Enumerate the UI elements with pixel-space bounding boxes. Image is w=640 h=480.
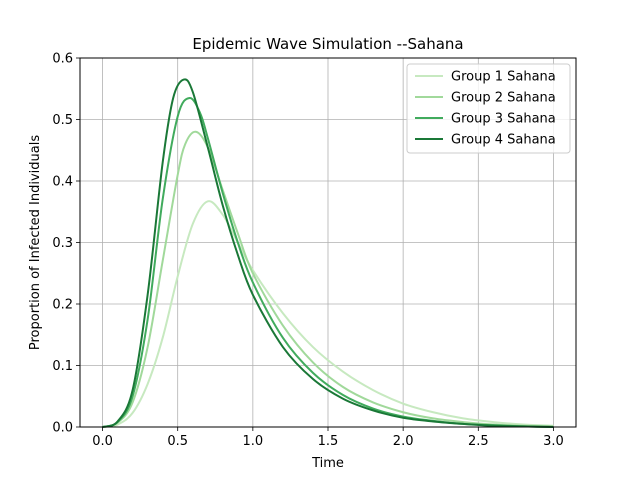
y-tick-label: 0.6	[52, 52, 73, 67]
y-tick-label: 0.4	[52, 175, 73, 190]
legend-label: Group 4 Sahana	[451, 133, 556, 148]
legend-box	[406, 63, 571, 154]
series-line-group-1	[102, 200, 554, 428]
x-axis-ticks: 0.0 0.5 1.0 1.5 2.0 2.5 3.0	[92, 427, 564, 449]
x-tick-label: 2.5	[468, 434, 489, 449]
x-tick-label: 3.0	[543, 434, 564, 449]
y-tick-label: 0.0	[52, 421, 73, 436]
series-line-group-2	[102, 130, 554, 428]
y-tick-label: 0.5	[52, 113, 73, 128]
x-tick-label: 2.0	[393, 434, 414, 449]
x-tick-label: 1.0	[243, 434, 264, 449]
x-tick-label: 0.5	[167, 434, 188, 449]
y-tick-label: 0.2	[52, 298, 73, 313]
y-tick-label: 0.3	[52, 236, 73, 251]
x-tick-label: 1.5	[318, 434, 339, 449]
series-lines	[102, 78, 554, 428]
legend-label: Group 2 Sahana	[451, 91, 556, 106]
y-tick-label: 0.1	[52, 359, 73, 374]
x-axis-label: Time	[311, 456, 344, 471]
legend-label: Group 3 Sahana	[451, 112, 556, 127]
legend-label: Group 1 Sahana	[451, 70, 556, 85]
series-line-group-4	[102, 78, 554, 428]
legend: Group 1 Sahana Group 2 Sahana Group 3 Saha…	[406, 63, 571, 154]
chart-title: Epidemic Wave Simulation --Sahana	[192, 35, 463, 53]
y-axis-label: Proportion of Infected Individuals	[28, 135, 43, 350]
y-axis-ticks: 0.0 0.1 0.2 0.3 0.4 0.5 0.6	[52, 52, 80, 436]
x-tick-label: 0.0	[92, 434, 113, 449]
